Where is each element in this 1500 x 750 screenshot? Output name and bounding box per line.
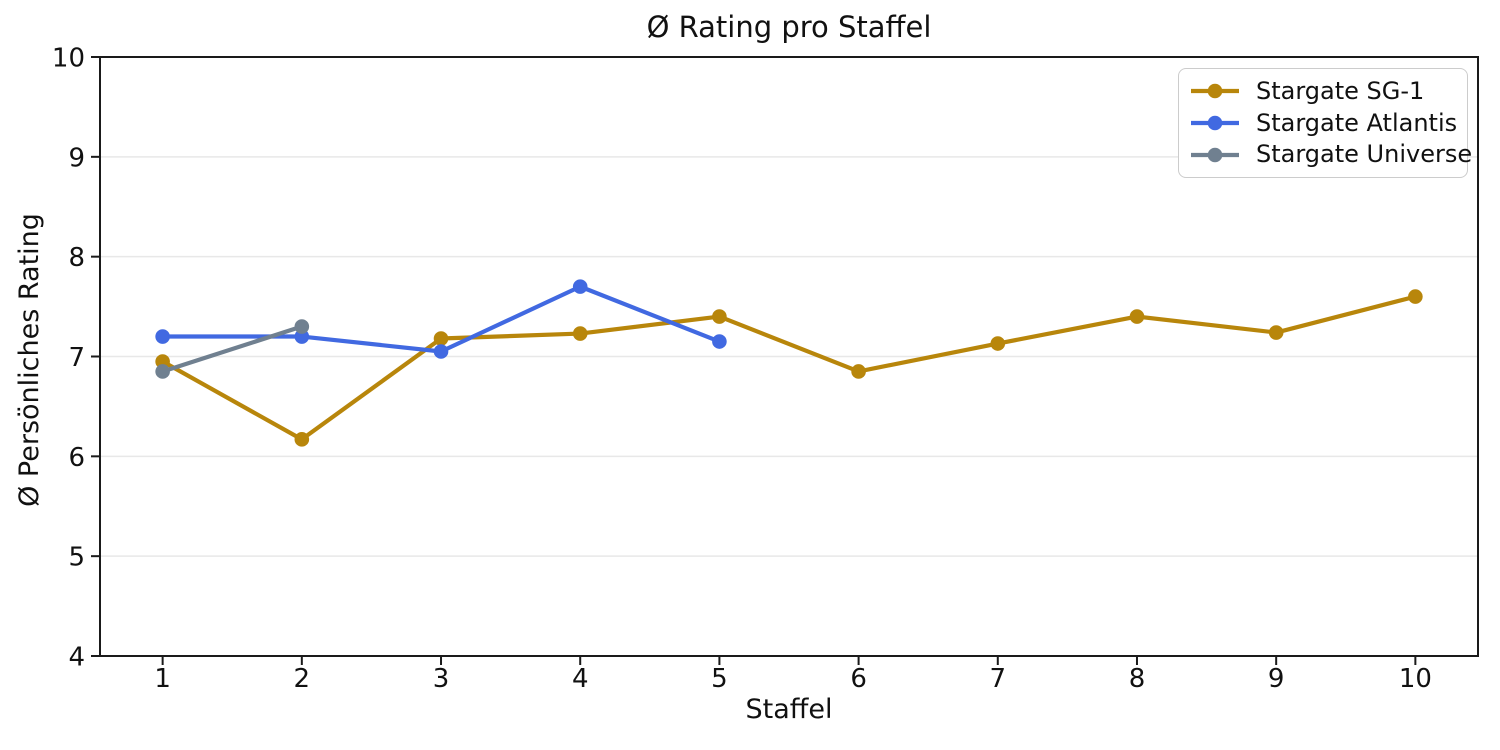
- data-point: [851, 364, 866, 379]
- legend-label: Stargate Universe: [1256, 140, 1473, 169]
- x-tick-label: 7: [990, 664, 1007, 694]
- data-point: [990, 336, 1006, 351]
- data-point: [1268, 325, 1284, 340]
- x-tick-label: 9: [1268, 664, 1285, 694]
- series-line-1: [160, 294, 1418, 442]
- data-point: [712, 334, 727, 349]
- x-tick-label: 4: [572, 664, 589, 694]
- data-point: [712, 309, 727, 324]
- y-axis-label: Ø Persönliches Rating: [14, 213, 45, 507]
- data-point: [572, 279, 588, 294]
- x-tick-label: 8: [1129, 664, 1146, 694]
- series-line-3: [160, 324, 304, 374]
- y-tick-label: 8: [68, 243, 85, 273]
- data-point: [294, 319, 310, 334]
- chart-title: Ø Rating pro Staffel: [646, 10, 932, 44]
- data-point: [1129, 309, 1145, 324]
- y-tick-label: 10: [52, 44, 85, 74]
- x-axis-label: Staffel: [745, 694, 833, 725]
- data-point: [572, 326, 588, 341]
- data-point: [155, 354, 170, 369]
- legend-label: Stargate SG-1: [1256, 77, 1425, 106]
- plot-border: [99, 56, 1479, 657]
- data-point: [1408, 289, 1423, 304]
- data-point: [155, 364, 170, 379]
- legend-item: Stargate Atlantis: [1179, 108, 1467, 137]
- legend-item: Stargate Universe: [1179, 141, 1472, 168]
- x-tick-label: 3: [433, 664, 450, 694]
- legend-line-marker-icon: [1191, 115, 1239, 131]
- legend-item: Stargate SG-1: [1179, 77, 1467, 106]
- y-tick-label: 6: [68, 443, 85, 473]
- legend-label: Stargate Atlantis: [1256, 108, 1458, 137]
- x-tick-label: 5: [711, 664, 728, 694]
- x-tick-label: 2: [294, 664, 311, 694]
- data-point: [433, 344, 449, 359]
- data-point: [433, 331, 449, 346]
- x-tick-label: 10: [1399, 664, 1432, 694]
- data-point: [294, 432, 310, 447]
- data-point: [294, 329, 310, 344]
- legend-line-marker-icon: [1191, 84, 1239, 99]
- x-tick-label: 1: [154, 664, 171, 694]
- y-tick-label: 7: [68, 343, 85, 373]
- y-tick-label: 5: [68, 543, 85, 573]
- legend: Stargate SG-1 Stargate Atlantis Stargate U…: [1178, 68, 1472, 178]
- data-point: [155, 329, 170, 344]
- legend-line-marker-icon: [1191, 147, 1239, 162]
- y-tick-label: 4: [68, 643, 85, 673]
- y-tick-label: 9: [68, 143, 85, 173]
- x-tick-label: 6: [850, 664, 867, 694]
